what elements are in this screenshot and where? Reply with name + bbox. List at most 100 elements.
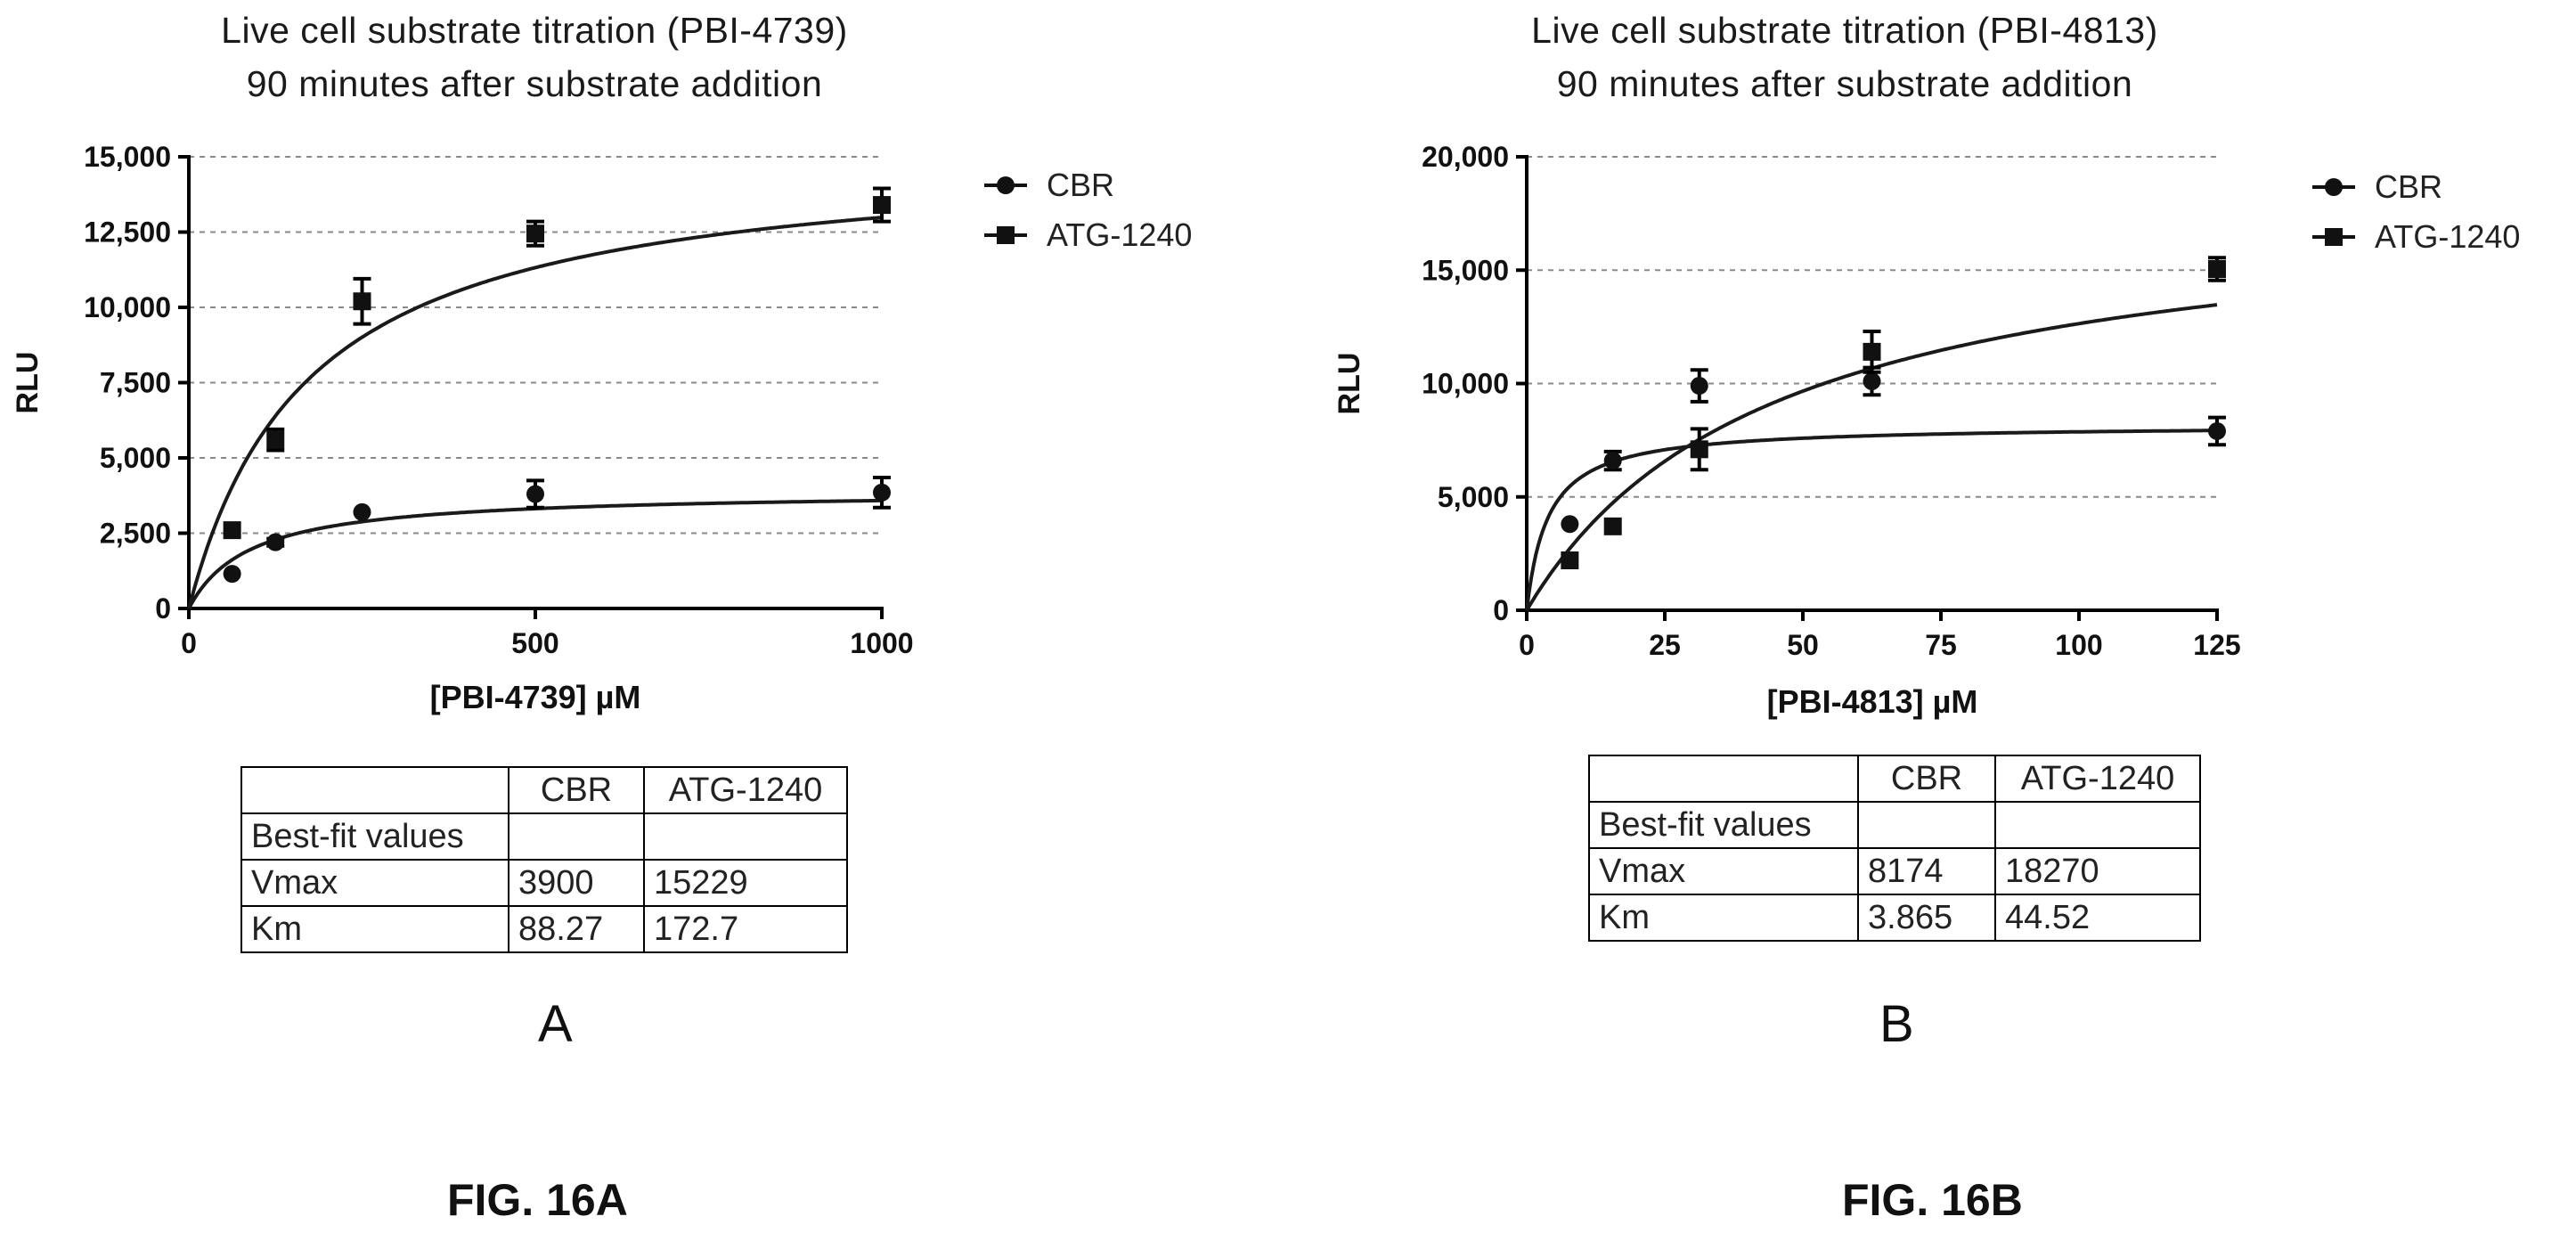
chart-title: Live cell substrate titration (PBI-4813)… [1341,4,2348,110]
figure-label: FIG. 16A [447,1175,628,1225]
table-cell: Vmax [1588,847,1859,895]
data-point-square [1603,517,1622,535]
panel-a: Live cell substrate titration (PBI-4739)… [11,4,1192,1225]
table-cell: Best-fit values [240,812,509,861]
y-tick-label: 5,000 [1438,481,1509,513]
chart-title-line1: Live cell substrate titration (PBI-4813) [1531,10,2158,51]
y-tick-label: 10,000 [84,291,171,323]
table-cell: 172.7 [643,905,848,953]
y-tick-label: 0 [155,592,171,625]
legend-marker-circle [2325,178,2343,196]
data-point-circle [353,502,371,521]
data-point-square [526,225,544,243]
legend-marker-circle [997,176,1015,194]
y-tick-label: 5,000 [100,442,171,474]
y-tick-label: 7,500 [100,367,171,399]
data-point-square [353,292,371,311]
y-axis-title: RLU [1333,353,1366,415]
table-row: Vmax 8174 18270 [1588,847,2201,895]
x-tick-label: 0 [181,627,197,659]
table-cell: CBR [508,766,645,814]
table-cell [643,812,848,861]
table-cell [240,766,509,814]
data-point-circle [1561,515,1579,534]
fit-curve-cbr [1525,429,2217,611]
chart-plot-a: 0 2,500 5,000 7,500 10,000 12,500 15,000 0 500 10… [11,141,1192,715]
x-tick-label: 50 [1787,629,1819,661]
table-cell: Best-fit values [1588,801,1859,849]
legend-label: ATG-1240 [2375,218,2520,255]
chart-title: Live cell substrate titration (PBI-4739)… [36,4,1033,110]
table-cell: 3900 [508,859,645,907]
data-point-circle [526,485,544,503]
data-point-circle [2208,421,2226,440]
y-tick-label: 15,000 [84,141,171,173]
chart-plot-b: 0 5,000 10,000 15,000 20,000 0 25 50 75 100 125 RLU… [1333,141,2520,720]
data-point-square [1690,440,1708,459]
legend-label: ATG-1240 [1047,216,1192,253]
table-row: Best-fit values [1588,801,2201,849]
table-cell: ATG-1240 [643,766,848,814]
table-cell [508,812,645,861]
data-point-square [1863,342,1881,361]
table-row: Km 3.865 44.52 [1588,894,2201,942]
x-tick-label: 75 [1925,629,1957,661]
data-point-square [873,196,891,215]
x-tick-label: 100 [2055,629,2102,661]
data-point-circle [266,533,285,551]
table-cell: 88.27 [508,905,645,953]
best-fit-table: CBR ATG-1240 Best-fit values Vmax 3900 1… [240,766,848,953]
table-header-row: CBR ATG-1240 [1588,755,2201,803]
fit-curve-cbr [187,498,882,609]
y-tick-label: 2,500 [100,518,171,550]
table-row: Best-fit values [240,812,848,861]
fit-curve-atg-1240 [187,216,883,609]
chart-title-line2: 90 minutes after substrate addition [246,63,823,104]
x-tick-label: 125 [2193,629,2240,661]
table-cell: 15229 [643,859,848,907]
y-tick-label: 12,500 [84,216,171,249]
x-tick-label: 25 [1649,629,1681,661]
table-cell [1857,801,1996,849]
best-fit-table: CBR ATG-1240 Best-fit values Vmax 8174 1… [1588,755,2201,942]
table-cell: ATG-1240 [1994,755,2201,803]
x-tick-label: 0 [1519,629,1535,661]
x-tick-label: 1000 [850,627,913,659]
data-point-square [2208,259,2226,278]
y-tick-label: 20,000 [1422,141,1509,173]
x-tick-label: 500 [511,627,558,659]
table-cell: CBR [1857,755,1996,803]
x-axis-title: [PBI-4813] µM [1767,683,1978,720]
data-point-circle [1863,371,1881,390]
x-axis-title: [PBI-4739] µM [430,679,641,715]
data-point-circle [1603,452,1622,470]
data-point-circle [1690,377,1708,396]
legend-label: CBR [2375,168,2442,205]
chart-title-line2: 90 minutes after substrate addition [1556,63,2133,104]
chart-title-line1: Live cell substrate titration (PBI-4739) [221,10,848,51]
legend-marker-square [997,226,1015,244]
table-cell: Km [1588,894,1859,942]
table-cell: Km [240,905,509,953]
y-tick-label: 15,000 [1422,254,1509,286]
panel-letter: A [538,995,573,1053]
table-cell: 8174 [1857,847,1996,895]
table-cell: 44.52 [1994,894,2201,942]
table-cell: 18270 [1994,847,2201,895]
y-tick-label: 0 [1493,594,1509,626]
table-row: Km 88.27 172.7 [240,905,848,953]
legend-label: CBR [1047,167,1114,203]
table-cell [1588,755,1859,803]
y-axis-title: RLU [11,352,45,414]
table-row: Vmax 3900 15229 [240,859,848,907]
data-point-circle [223,565,241,584]
figure-label: FIG. 16B [1842,1175,2023,1225]
table-header-row: CBR ATG-1240 [240,766,848,814]
data-point-square [266,430,285,449]
table-cell: Vmax [240,859,509,907]
data-point-square [1561,551,1579,570]
table-cell [1994,801,2201,849]
y-tick-label: 10,000 [1422,368,1509,400]
panel-letter: B [1879,995,1914,1053]
panel-b: Live cell substrate titration (PBI-4813)… [1288,0,2576,1241]
